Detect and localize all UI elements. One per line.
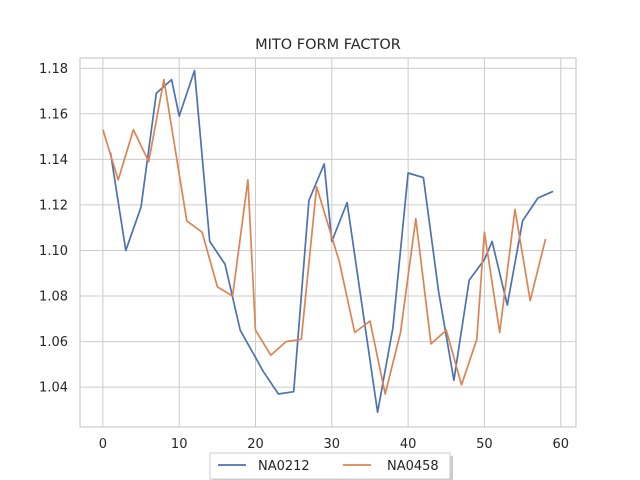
y-tick-label: 1.08 xyxy=(39,290,68,305)
legend-label-na0458: NA0458 xyxy=(387,459,439,474)
y-tick-label: 1.12 xyxy=(39,198,68,213)
x-tick-label: 50 xyxy=(476,437,493,452)
legend-label-na0212: NA0212 xyxy=(258,459,310,474)
series-line-na0458 xyxy=(102,78,547,395)
x-tick-label: 0 xyxy=(99,437,107,452)
y-tick-label: 1.18 xyxy=(39,62,68,77)
x-tick-label: 60 xyxy=(552,437,569,452)
y-tick-label: 1.16 xyxy=(39,107,68,122)
x-tick-label: 10 xyxy=(171,437,188,452)
y-axis-ticks: 1.04 1.06 1.08 1.10 1.12 1.14 1.16 1.18 xyxy=(39,62,68,396)
y-tick-label: 1.14 xyxy=(39,153,68,168)
x-tick-label: 40 xyxy=(400,437,417,452)
x-tick-label: 30 xyxy=(324,437,341,452)
y-tick-label: 1.10 xyxy=(39,244,68,259)
legend: NA0212 NA0458 xyxy=(209,452,453,480)
plot-frame xyxy=(79,57,577,428)
x-tick-label: 20 xyxy=(247,437,264,452)
y-tick-label: 1.06 xyxy=(39,335,68,350)
series-layer xyxy=(102,69,554,414)
chart-title: MITO FORM FACTOR xyxy=(255,37,401,53)
y-tick-label: 1.04 xyxy=(39,381,68,396)
legend-box xyxy=(209,452,451,480)
x-axis-ticks: 0 10 20 30 40 50 60 xyxy=(99,437,569,452)
